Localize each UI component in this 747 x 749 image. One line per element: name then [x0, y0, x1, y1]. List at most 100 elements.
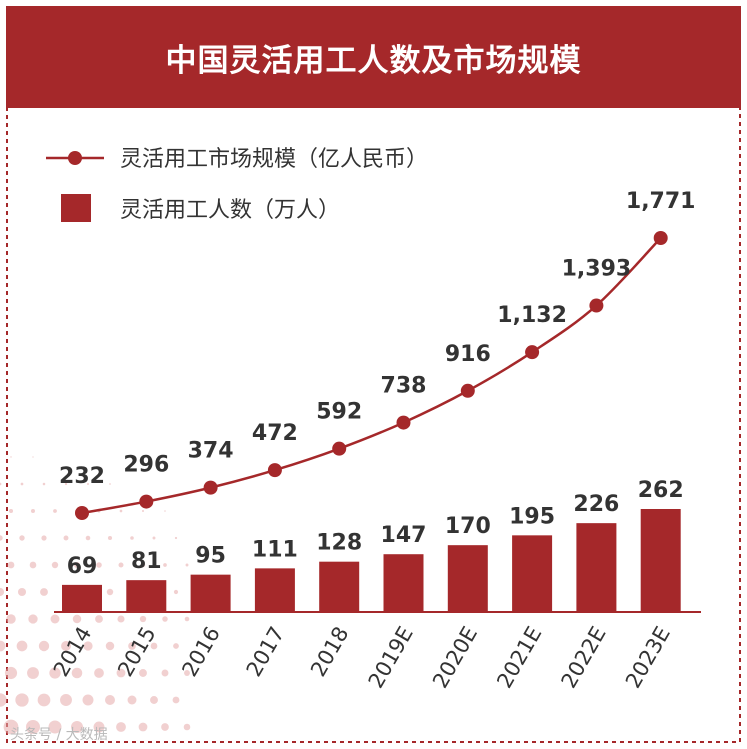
decor-dot	[6, 614, 16, 624]
bar	[640, 509, 681, 612]
line-point	[589, 298, 604, 313]
decor-dot	[173, 589, 179, 595]
decor-dot	[106, 588, 114, 596]
decor-dot	[0, 482, 2, 486]
decor-dot	[71, 721, 83, 733]
legend-bar-swatch	[61, 194, 91, 222]
line-point	[203, 480, 218, 495]
bar-value-label: 81	[131, 549, 162, 574]
decor-dot	[10, 456, 12, 458]
decor-dot	[71, 667, 83, 679]
watermark: 头条号 / 大数据	[10, 727, 108, 743]
x-tick-label: 2019E	[364, 623, 418, 693]
decor-dot	[152, 536, 156, 540]
decor-dot	[119, 509, 123, 513]
x-tick-label: 2016	[177, 623, 225, 681]
legend: 灵活用工市场规模（亿人民币） 灵活用工人数（万人）	[46, 147, 428, 223]
decor-dot	[0, 587, 5, 597]
x-tick-label: 2015	[113, 623, 161, 681]
decor-dot	[109, 483, 111, 485]
decor-dot	[37, 693, 51, 707]
legend-line-dot	[68, 151, 82, 165]
line-point	[525, 345, 540, 360]
line-value-label: 296	[123, 453, 169, 478]
decor-dot	[60, 694, 72, 706]
bar-value-label: 69	[67, 554, 98, 579]
dashed-frame	[6, 6, 741, 743]
decor-dot	[118, 562, 124, 568]
decor-dot	[127, 695, 137, 705]
line-points	[75, 231, 668, 520]
bar-value-label: 128	[316, 531, 362, 556]
decor-dot	[0, 535, 3, 541]
line-point	[396, 415, 411, 430]
decor-dot	[150, 696, 158, 704]
decor-dot	[94, 668, 104, 678]
decor-dot	[93, 721, 105, 733]
line-value-label: 1,771	[626, 189, 696, 214]
decor-dot	[96, 562, 102, 568]
decor-dot	[17, 587, 27, 597]
line-series	[81, 237, 662, 515]
decor-dot	[53, 509, 57, 513]
decor-dot	[139, 615, 147, 623]
decor-dot	[51, 561, 59, 569]
x-tick-label: 2020E	[428, 623, 482, 693]
x-tick-label: 2017	[242, 623, 290, 681]
decor-dot	[139, 669, 147, 677]
decor-dot	[85, 535, 91, 541]
decor-dot	[138, 722, 148, 732]
line-value-label: 738	[381, 374, 427, 399]
line-point	[139, 494, 154, 509]
decor-dot	[172, 696, 180, 704]
decor-dot	[162, 616, 168, 622]
decor-dot	[161, 723, 169, 731]
bar-value-label: 95	[195, 544, 226, 569]
decor-dot	[41, 535, 47, 541]
bar	[254, 568, 295, 612]
decor-dot	[128, 642, 136, 650]
decor-dot	[48, 720, 62, 734]
decor-dot	[184, 616, 190, 622]
decor-dot	[174, 536, 178, 540]
decor-dot	[141, 509, 145, 513]
line-value-label: 232	[59, 464, 105, 489]
decor-dot	[25, 719, 41, 735]
decor-dot	[0, 693, 7, 707]
bar-value-label: 170	[445, 514, 491, 539]
x-tick-label: 2014	[49, 623, 97, 681]
chart-title: 中国灵活用工人数及市场规模	[165, 42, 582, 79]
decor-dot	[105, 695, 115, 705]
bar-series	[62, 509, 681, 612]
decor-dot	[28, 614, 38, 624]
line-value-label: 1,132	[497, 303, 567, 328]
decor-dot	[15, 693, 29, 707]
decor-dot	[19, 535, 25, 541]
chart-title-banner: 中国灵活用工人数及市场规模	[6, 6, 741, 108]
decor-dot	[107, 535, 113, 541]
decor-dot	[164, 510, 166, 512]
bar-value-label: 147	[381, 523, 427, 548]
decor-dot	[61, 641, 71, 651]
decor-dot	[140, 562, 146, 568]
decor-dot	[184, 670, 190, 676]
decor-dot	[64, 482, 68, 486]
bar-value-labels: 69 81 95 111 128 147 170 195 226 262	[67, 478, 684, 579]
decor-dot	[0, 640, 6, 652]
line-point	[75, 506, 89, 520]
decor-dot	[83, 641, 93, 651]
line-point	[332, 441, 347, 456]
bar-value-label: 226	[573, 492, 619, 517]
decor-dot	[117, 615, 125, 623]
decor-dot	[50, 614, 60, 624]
decor-dot	[161, 669, 169, 677]
decor-dot	[72, 614, 82, 624]
legend-label-bar: 灵活用工人数（万人）	[120, 198, 340, 223]
decor-dot	[20, 482, 24, 486]
decorative-dot-pattern	[0, 456, 191, 735]
line-point	[653, 231, 668, 245]
line-value-label: 592	[316, 400, 362, 425]
decor-dot	[49, 667, 61, 679]
decor-dot	[29, 561, 37, 569]
